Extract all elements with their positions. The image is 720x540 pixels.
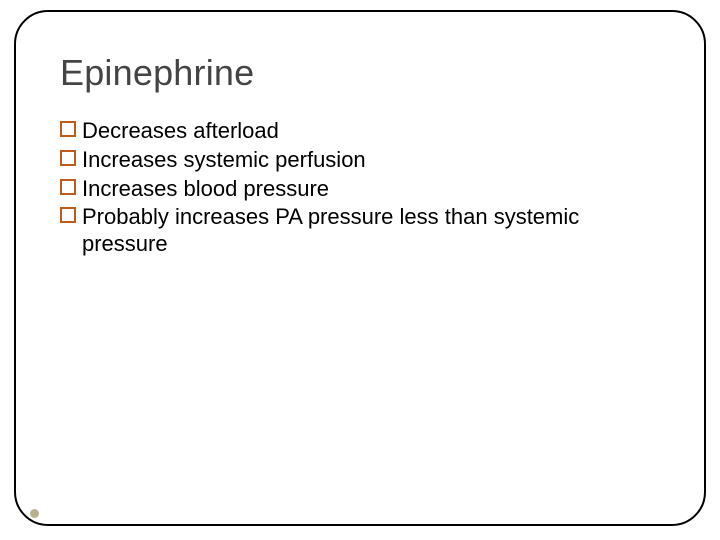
list-item: Decreases afterload — [60, 118, 660, 145]
slide: Epinephrine Decreases afterload Increase… — [0, 0, 720, 540]
square-bullet-icon — [60, 121, 76, 137]
list-item: Increases blood pressure — [60, 176, 660, 203]
square-bullet-icon — [60, 150, 76, 166]
bullet-text: Probably increases PA pressure less than… — [82, 204, 579, 256]
slide-title: Epinephrine — [60, 52, 660, 94]
bullet-text: Increases systemic perfusion — [82, 147, 366, 172]
decorative-dot-icon — [30, 509, 39, 518]
list-item: Probably increases PA pressure less than… — [60, 204, 660, 258]
bullet-text: Decreases afterload — [82, 118, 279, 143]
square-bullet-icon — [60, 207, 76, 223]
bullet-text: Increases blood pressure — [82, 176, 329, 201]
bullet-list: Decreases afterload Increases systemic p… — [60, 118, 660, 258]
slide-frame: Epinephrine Decreases afterload Increase… — [14, 10, 706, 526]
list-item: Increases systemic perfusion — [60, 147, 660, 174]
square-bullet-icon — [60, 179, 76, 195]
